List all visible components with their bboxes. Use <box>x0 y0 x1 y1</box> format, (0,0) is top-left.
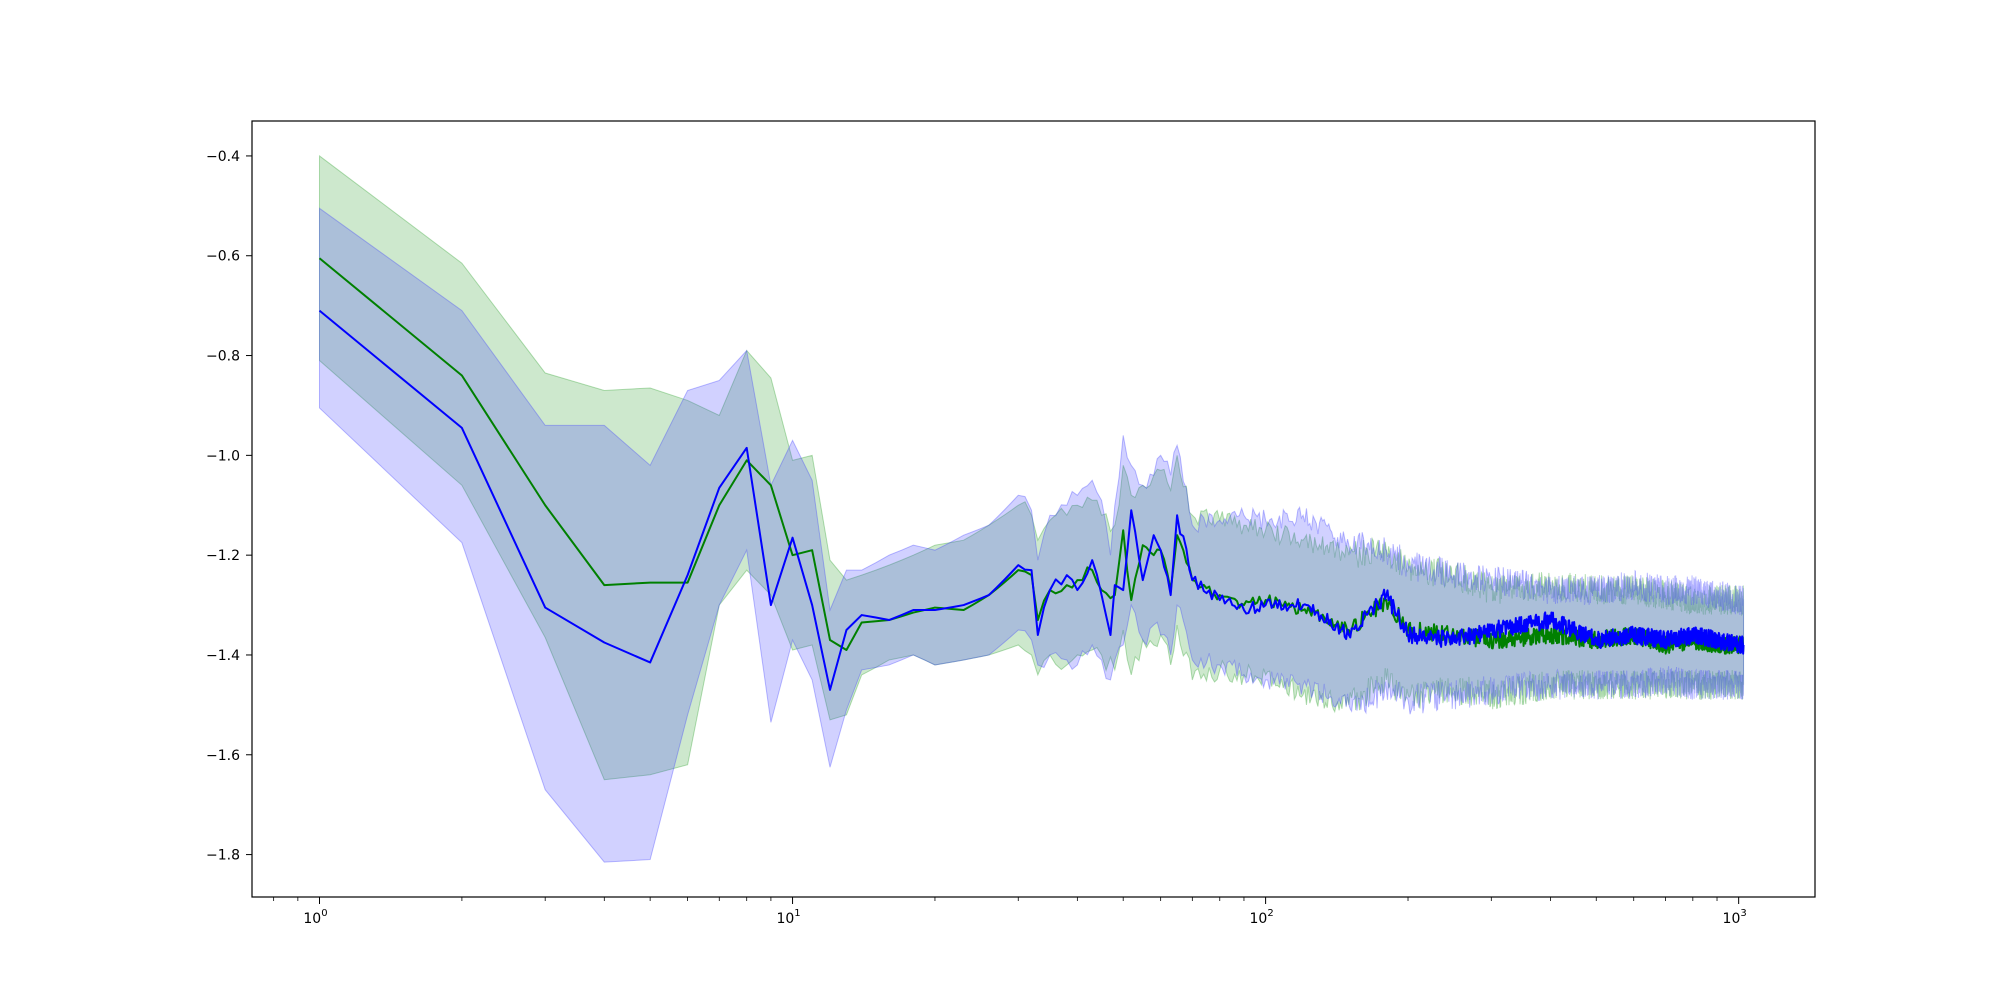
confidence-bands <box>318 154 1745 863</box>
y-tick-label: −0.8 <box>206 349 240 365</box>
y-tick-label: −1.0 <box>206 448 240 464</box>
y-tick-label: −1.6 <box>206 748 240 764</box>
y-tick-label: −0.4 <box>206 149 240 165</box>
x-tick-exponent: 0 <box>321 908 327 919</box>
y-tick-label: −1.4 <box>206 648 240 664</box>
x-tick-exponent: 2 <box>1267 908 1273 919</box>
x-tick-exponent: 3 <box>1740 908 1746 919</box>
y-axis: −0.4 −0.6 −0.8 −1.0 −1.2 −1.4 −1.6 −1.8 <box>206 149 252 864</box>
y-tick-label: −1.2 <box>206 548 240 564</box>
x-tick-exponent: 1 <box>794 908 800 919</box>
series-line-1 <box>318 309 1745 691</box>
plot-frame <box>251 120 1816 898</box>
mean-lines <box>318 257 1745 691</box>
confidence-band-0 <box>318 154 1745 781</box>
y-tick-label: −0.6 <box>206 249 240 265</box>
confidence-band-1 <box>318 207 1745 863</box>
y-tick-label: −1.8 <box>206 848 240 864</box>
